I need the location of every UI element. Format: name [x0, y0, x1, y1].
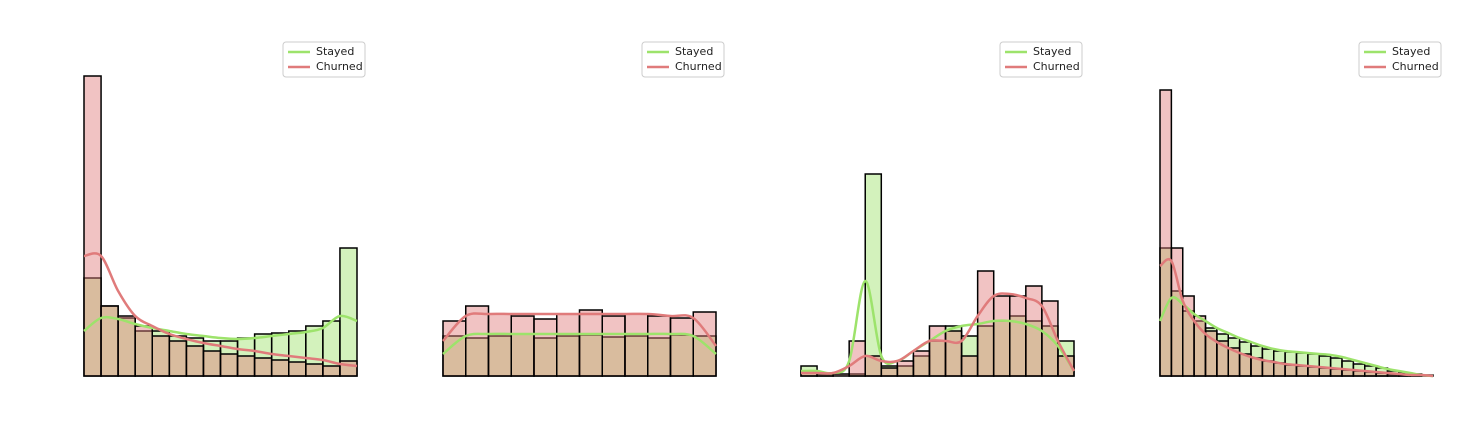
bar — [533, 318, 558, 377]
bar — [556, 313, 581, 377]
kde-line — [801, 292, 1076, 375]
bar — [601, 315, 626, 377]
kde-line — [1158, 296, 1434, 378]
bar — [960, 355, 979, 377]
bar — [647, 315, 672, 377]
bar — [578, 309, 603, 377]
bar — [185, 345, 205, 377]
kde-line — [83, 314, 358, 341]
legend-label: Churned — [316, 60, 363, 73]
bar — [270, 359, 290, 377]
bar — [117, 315, 136, 377]
bar — [168, 340, 188, 377]
bar — [1009, 295, 1027, 377]
legend-label: Stayed — [316, 45, 354, 58]
bar — [322, 365, 341, 377]
kde-line — [1159, 257, 1434, 378]
bar — [487, 313, 512, 377]
legend-label: Stayed — [675, 45, 713, 58]
subplot: Stayed Churned — [83, 41, 366, 377]
legend-label: Stayed — [1033, 45, 1071, 58]
bar — [832, 373, 850, 377]
bar — [1284, 364, 1298, 377]
kde-line — [800, 279, 1076, 375]
bar — [944, 330, 963, 377]
bar — [510, 315, 535, 377]
legend-label: Churned — [1392, 60, 1439, 73]
subplot: Stayed Churned — [442, 41, 725, 377]
kde-line — [442, 312, 717, 347]
bar — [912, 350, 931, 377]
bar — [1295, 365, 1309, 377]
bar — [305, 363, 324, 377]
bar — [83, 75, 102, 377]
bar — [236, 355, 256, 377]
bar — [339, 247, 358, 377]
bar — [202, 350, 222, 377]
bar — [219, 353, 239, 377]
kde-line — [442, 332, 717, 355]
bar — [288, 361, 307, 377]
bar — [442, 320, 467, 377]
bar — [896, 360, 915, 377]
bar — [465, 305, 490, 377]
bar — [992, 295, 1011, 377]
legend-label: Stayed — [1392, 45, 1430, 58]
legend-label: Churned — [675, 60, 722, 73]
subplot: Stayed Churned — [800, 41, 1083, 377]
bar — [624, 313, 649, 377]
bar — [253, 357, 273, 377]
bar — [1307, 366, 1320, 377]
bar — [880, 367, 899, 377]
bar — [151, 335, 171, 377]
bar — [1261, 360, 1275, 377]
bar — [1318, 367, 1332, 377]
bar — [669, 317, 694, 377]
bar — [1159, 89, 1173, 377]
bar — [134, 325, 153, 377]
subplot: Stayed Churned — [1158, 41, 1442, 378]
legend-label: Churned — [1033, 60, 1080, 73]
kde-line — [83, 252, 358, 368]
